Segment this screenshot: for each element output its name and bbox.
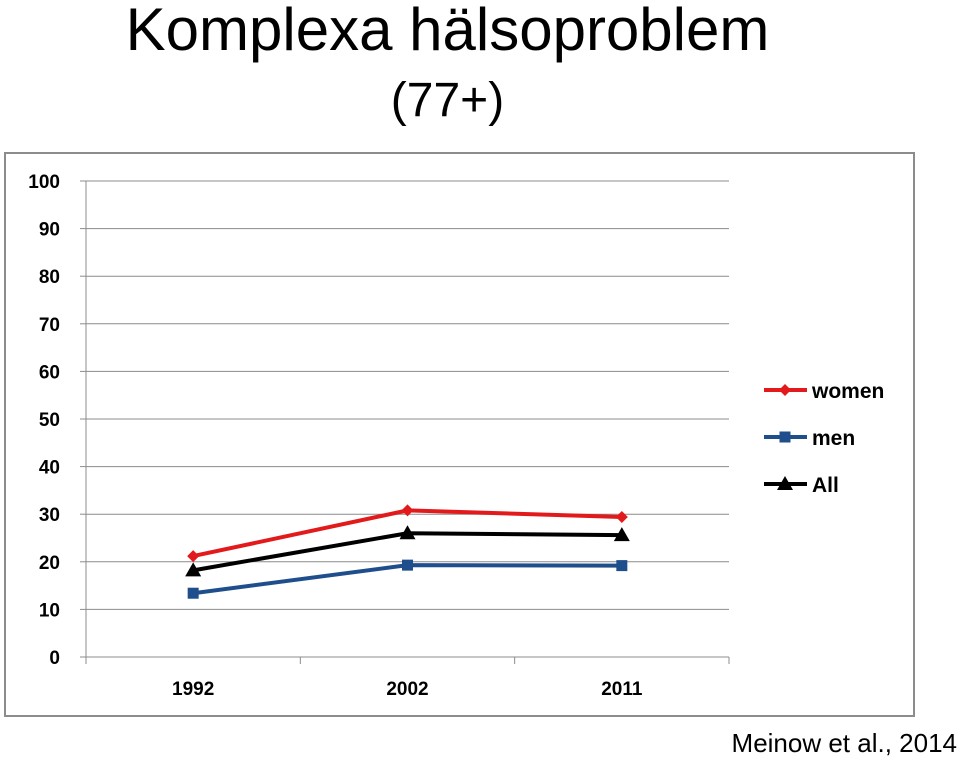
slide-subtitle: (77+) <box>390 74 505 127</box>
y-tick-label: 20 <box>39 553 60 574</box>
data-point-all <box>185 562 202 577</box>
data-point-all <box>613 527 630 542</box>
legend-label-women: women <box>811 380 884 403</box>
x-tick-label: 2011 <box>601 679 643 700</box>
legend-label-men: men <box>812 427 855 450</box>
data-point-women <box>187 550 200 563</box>
slide-title: Komplexa hälsoproblem <box>125 0 770 63</box>
y-tick-label: 10 <box>39 600 60 621</box>
data-point-men <box>187 587 199 599</box>
data-point-men <box>402 559 413 571</box>
data-point-women <box>401 504 414 517</box>
chart-frame: 0 10 20 30 40 50 60 70 80 90 100 1992 2002 2011 women m… <box>4 152 915 717</box>
data-point-men <box>616 560 628 572</box>
line-chart: 0 10 20 30 40 50 60 70 80 90 100 1992 2002 2011 women m… <box>28 172 884 700</box>
legend-marker-all <box>777 476 793 490</box>
y-tick-label: 100 <box>28 172 60 193</box>
x-tick-label: 2002 <box>386 679 428 700</box>
y-tick-label: 80 <box>39 267 60 288</box>
legend-marker-women <box>779 384 791 396</box>
citation: Meinow et al., 2014 <box>731 728 957 758</box>
legend-marker-men <box>779 431 791 443</box>
y-tick-label: 70 <box>39 315 60 336</box>
y-tick-label: 40 <box>39 458 60 479</box>
y-tick-label: 50 <box>39 410 60 431</box>
y-tick-label: 60 <box>39 362 60 383</box>
data-point-all <box>399 525 416 540</box>
data-point-women <box>615 511 628 524</box>
legend-label-all: All <box>812 474 839 497</box>
y-tick-label: 0 <box>49 648 60 669</box>
y-tick-label: 90 <box>39 220 60 241</box>
x-tick-label: 1992 <box>172 679 214 700</box>
y-tick-label: 30 <box>39 505 60 526</box>
